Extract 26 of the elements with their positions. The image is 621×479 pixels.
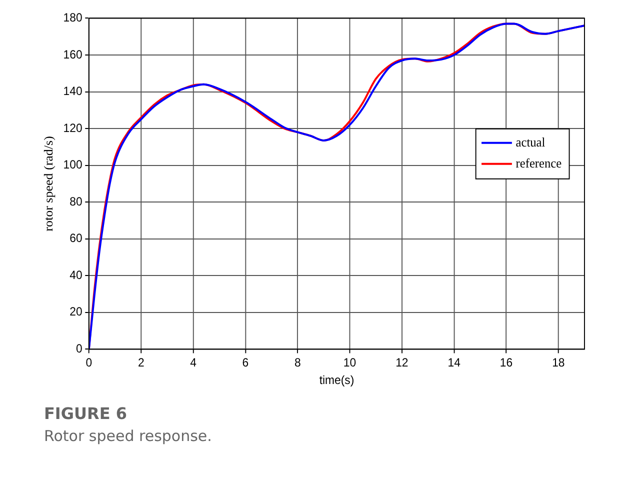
y-tick-label: 160 [63,48,83,62]
x-axis-title: time(s) [319,374,354,388]
y-tick-label: 0 [76,342,83,356]
legend-label: reference [516,156,562,170]
y-tick-label: 60 [70,232,83,246]
y-tick-label: 180 [63,11,83,25]
caption: FIGURE 6 [44,404,128,423]
x-tick-label: 4 [190,356,197,370]
x-tick-label: 2 [138,356,144,370]
y-tick-label: 100 [63,158,83,172]
x-tick-label: 6 [242,356,249,370]
y-tick-label: 140 [63,84,83,98]
y-tick-label: 80 [70,195,83,208]
y-tick-label: 120 [63,122,83,135]
x-tick-label: 16 [500,356,513,370]
y-axis-title: rotor speed (rad/s) [42,136,56,232]
x-tick-label: 8 [294,356,301,370]
x-tick-label: 18 [552,356,565,370]
x-tick-label: 12 [396,356,408,370]
x-tick-label: 0 [86,356,93,370]
y-tick-label: 20 [70,305,83,319]
text: Rotor speed response. [44,427,213,445]
y-tick-label: 40 [70,268,83,282]
legend-label: actual [516,135,546,150]
x-tick-label: 14 [448,356,461,370]
x-tick-label: 10 [343,356,357,370]
